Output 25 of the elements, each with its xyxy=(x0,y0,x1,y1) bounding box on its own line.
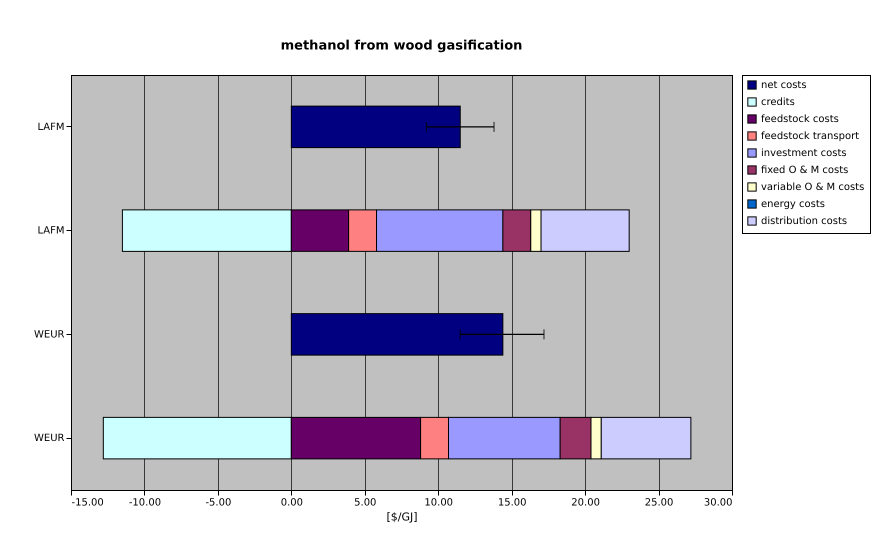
x-tick-label: -10.00 xyxy=(128,498,162,508)
chart-title: methanol from wood gasification xyxy=(280,38,522,54)
y-tick-label: LAFM xyxy=(37,226,64,237)
x-tick-label: 10.00 xyxy=(424,498,454,508)
y-tick-label: LAFM xyxy=(37,122,64,133)
x-tick-label: 30.00 xyxy=(704,498,732,508)
legend-label: net costs xyxy=(761,80,807,91)
x-tick-label: 25.00 xyxy=(644,498,674,508)
legend-label: fixed O & M costs xyxy=(761,165,848,176)
legend-label: energy costs xyxy=(761,199,825,210)
x-axis-title: [$/GJ] xyxy=(386,510,418,524)
legend-label: distribution costs xyxy=(761,216,848,227)
x-tick-label: 0.00 xyxy=(280,498,303,508)
y-tick-label: WEUR xyxy=(34,433,65,444)
x-tick-label: -5.00 xyxy=(205,498,232,508)
x-tick-label: 5.00 xyxy=(354,498,376,508)
x-tick-label: -15.00 xyxy=(72,498,104,508)
legend-label: feedstock costs xyxy=(761,114,839,125)
x-tick-label: 15.00 xyxy=(498,498,526,508)
x-tick-label: 20.00 xyxy=(571,498,600,508)
legend-label: investment costs xyxy=(761,148,847,159)
legend-label: credits xyxy=(761,97,795,108)
legend-label: feedstock transport xyxy=(761,131,860,142)
y-tick-label: WEUR xyxy=(34,329,65,340)
legend-label: variable O & M costs xyxy=(761,182,864,193)
